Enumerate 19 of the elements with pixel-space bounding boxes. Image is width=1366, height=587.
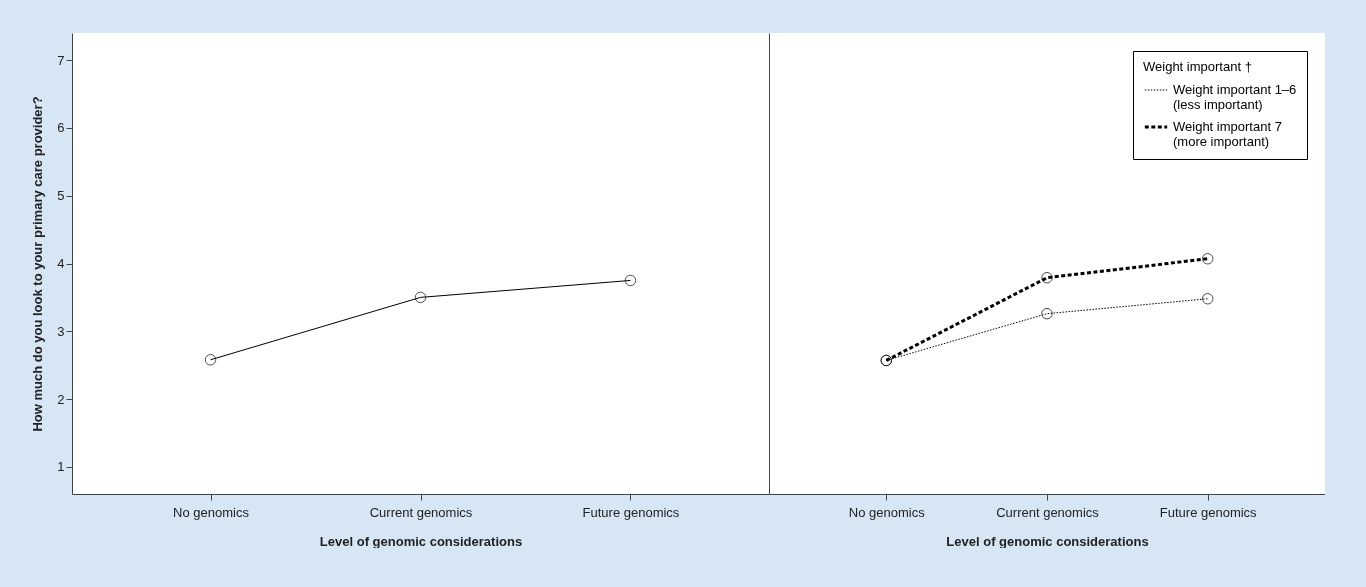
x-tick-label: Future genomics	[1159, 504, 1258, 520]
x-tick-label: No genomics	[848, 504, 926, 520]
x-tick-label: Current genomics	[369, 504, 473, 520]
x-tick-label: Current genomics	[996, 504, 1100, 520]
legend-label: Weight important 1–6 (less important)	[1173, 82, 1297, 112]
y-tick-label: 6	[57, 120, 65, 136]
x-tick-label: Future genomics	[582, 504, 680, 520]
x-axis-title: Level of genomic considerations	[319, 533, 523, 549]
y-tick-label: 5	[57, 188, 65, 204]
legend-title: Weight important †	[1143, 59, 1252, 74]
x-axis-title: Level of genomic considerations	[946, 533, 1149, 549]
y-tick-label: 7	[57, 52, 65, 68]
y-tick-label: 2	[57, 391, 65, 407]
legend-label: Weight important 7 (more important)	[1173, 119, 1282, 149]
y-tick-label: 3	[57, 323, 65, 339]
y-tick-label: 4	[57, 256, 65, 271]
y-axis-title: How much do you look to your primary care provider?	[30, 96, 46, 432]
y-tick-label: 1	[57, 459, 65, 475]
x-tick-label: No genomics	[173, 504, 250, 520]
